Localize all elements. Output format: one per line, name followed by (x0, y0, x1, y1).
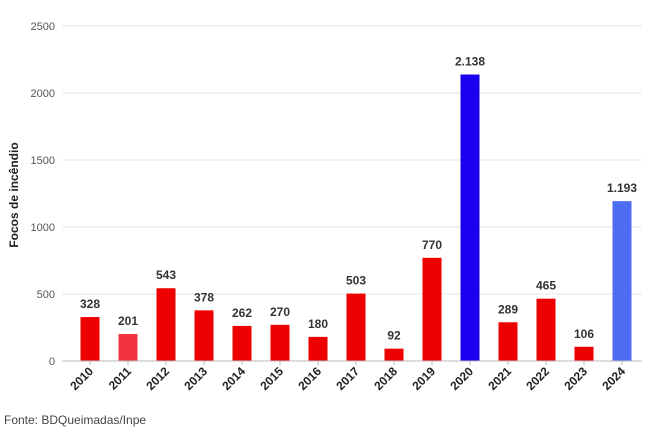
bar (80, 317, 100, 361)
x-tick-label: 2017 (333, 364, 362, 393)
bar (346, 293, 366, 361)
data-label: 328 (80, 297, 100, 311)
bar (460, 74, 480, 362)
data-label: 92 (387, 329, 401, 343)
x-tick-label: 2018 (371, 364, 400, 393)
y-tick-label: 2500 (31, 21, 55, 33)
bars (80, 74, 632, 362)
y-axis-label: Focos de incêndio (7, 142, 21, 247)
x-tick-label: 2012 (143, 364, 172, 393)
data-label: 201 (118, 314, 138, 328)
data-labels: 328 201 543 378 262 270 180 503 92 770 2.138 289 465… (80, 55, 637, 343)
x-tick-label: 2015 (257, 364, 286, 393)
y-tick-label: 1000 (31, 222, 55, 234)
bar (536, 298, 556, 361)
bar (118, 334, 138, 361)
x-tick-label: 2010 (67, 364, 96, 393)
data-label: 465 (536, 279, 556, 293)
y-tick-label: 1500 (31, 155, 55, 167)
data-label: 503 (346, 274, 366, 288)
bar (498, 322, 518, 361)
x-tick-label: 2014 (219, 364, 248, 393)
y-tick-label: 500 (37, 289, 55, 301)
data-label: 378 (194, 290, 214, 304)
bar (384, 348, 404, 361)
bar (232, 325, 252, 361)
x-tick-label: 2020 (447, 364, 476, 393)
bar-chart: 0 500 1000 1500 2000 2500 328 201 543 378 262 270 1… (7, 21, 642, 393)
x-tick-label: 2011 (106, 364, 135, 393)
bar (194, 310, 214, 361)
data-label: 770 (422, 238, 442, 252)
x-tick-label: 2024 (599, 364, 628, 393)
data-label: 106 (574, 327, 594, 341)
data-label: 180 (308, 317, 328, 331)
x-tick-label: 2013 (181, 364, 210, 393)
data-label: 262 (232, 306, 252, 320)
x-tick-label: 2022 (523, 364, 552, 393)
bar (422, 257, 442, 361)
x-tick-label: 2023 (561, 364, 590, 393)
data-label: 2.138 (455, 55, 485, 69)
y-axis-ticks: 0 500 1000 1500 2000 2500 (31, 21, 55, 368)
x-tick-label: 2016 (295, 364, 324, 393)
data-label: 289 (498, 302, 518, 316)
source-note: Fonte: BDQueimadas/Inpe (4, 413, 147, 427)
data-label: 1.193 (607, 181, 637, 195)
y-tick-label: 2000 (31, 88, 55, 100)
bar (308, 336, 328, 361)
data-label: 270 (270, 305, 290, 319)
x-axis-ticks: 2010 2011 2012 2013 2014 2015 2016 2017 2018 2019… (67, 361, 628, 393)
bar (574, 346, 594, 361)
bar (270, 324, 290, 361)
x-tick-label: 2021 (485, 364, 514, 393)
x-tick-label: 2019 (409, 364, 438, 393)
data-label: 543 (156, 268, 176, 282)
bar (612, 201, 632, 361)
y-tick-label: 0 (49, 356, 55, 368)
bar (156, 288, 176, 361)
